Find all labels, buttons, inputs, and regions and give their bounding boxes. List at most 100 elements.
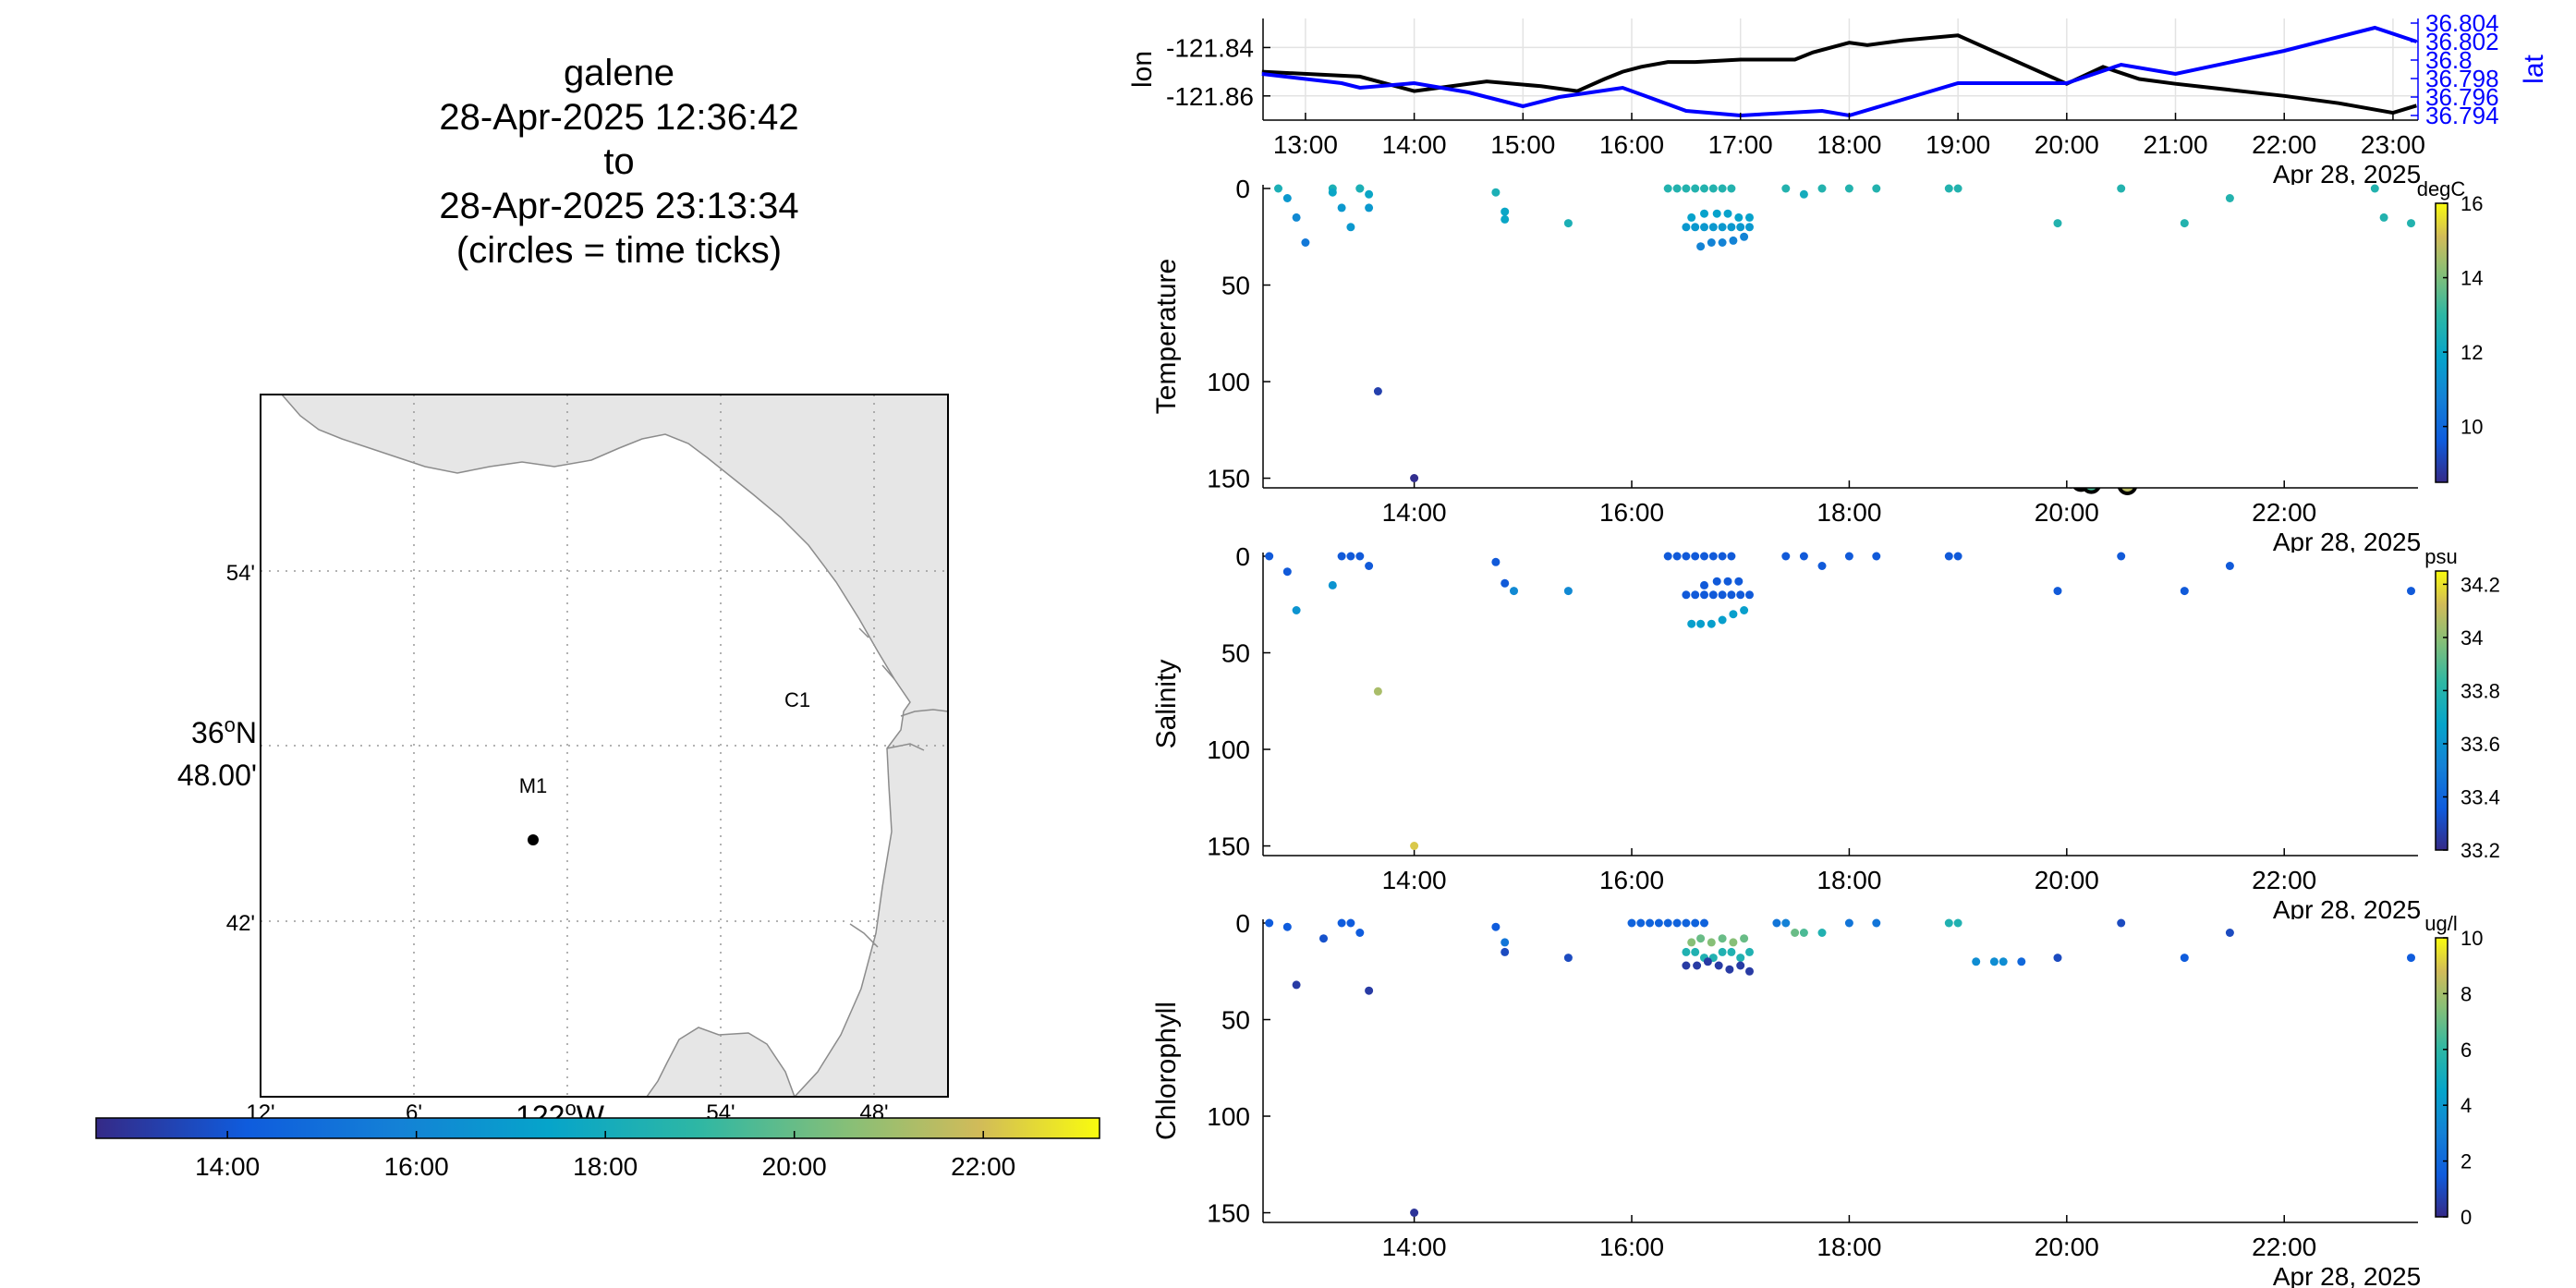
salinity-colorbar-tick-label-4: 34 [2461,626,2483,650]
chlorophyll-point-28 [1682,947,1691,956]
temperature-colorbar [2435,202,2448,483]
temperature-y-tick-label-1: 50 [1221,272,1250,300]
temperature-point-42 [1718,238,1727,247]
temperature-point-50 [1944,184,1953,193]
chlorophyll-point-37 [1693,961,1702,970]
temperature-point-43 [1729,236,1738,245]
temperature-point-20 [1682,184,1691,193]
temperature-point-52 [2053,219,2062,228]
salinity-point-34 [1687,619,1696,628]
temperature-point-31 [1727,223,1736,232]
salinity-colorbar-tick-label-2: 33.6 [2461,733,2500,756]
lonlat-x-tick-label-6: 19:00 [1926,130,1990,159]
lonlat-x-tick-label-10: 23:00 [2361,130,2425,159]
temperature-plot-area [1263,185,2418,488]
chlorophyll-point-42 [1745,966,1754,976]
chlorophyll-date-label: Apr 28, 2025 [2273,1262,2421,1288]
temperature-colorbar-tick-label-1: 12 [2461,341,2483,364]
salinity-colorbar [2435,570,2448,851]
salinity-point-36 [1707,619,1716,628]
salinity-point-49 [2180,587,2189,596]
temperature-point-36 [1712,209,1721,218]
temperature-point-7 [1346,223,1355,232]
chlorophyll-point-35 [1745,947,1754,956]
chlorophyll-colorbar-tick-label-1: 2 [2461,1150,2472,1173]
map-lat-label-42: 42' [226,911,255,936]
temperature-panel: 0 50 100 150 Temperature 14:00 16:00 18:00 20:00… [1151,175,2483,556]
temperature-ylabel: Temperature [1151,259,1182,414]
salinity-point-18 [1700,552,1708,561]
temperature-date-label: Apr 28, 2025 [2273,528,2421,556]
salinity-point-51 [2407,587,2415,596]
land-mass [280,394,949,1098]
salinity-point-43 [1844,552,1853,561]
lon-lat-panel: -121.84-121.8636.80436.80236.836.79836.7… [1127,9,2549,188]
lonlat-x-tick-label-4: 17:00 [1708,130,1773,159]
chlorophyll-point-10 [1501,938,1510,947]
salinity-point-40 [1781,552,1791,561]
temperature-point-17 [1563,219,1573,228]
salinity-point-44 [1872,552,1881,561]
salinity-x-tick-label-1: 16:00 [1599,866,1664,894]
chlorophyll-point-32 [1718,947,1727,956]
salinity-point-32 [1723,577,1732,586]
lonlat-ylabel-right: lat [2519,54,2549,83]
chlorophyll-point-8 [1410,1209,1419,1217]
temperature-point-22 [1700,184,1708,193]
chlorophyll-point-22 [1687,938,1696,947]
lonlat-x-tick-label-5: 18:00 [1817,130,1881,159]
salinity-point-9 [1410,842,1419,850]
temperature-x-tick-label-4: 22:00 [2252,498,2316,527]
salinity-point-27 [1727,590,1736,600]
time-colorbar-tick-label-2: 18:00 [573,1152,638,1181]
chlorophyll-point-47 [1817,929,1827,937]
lonlat-plot-area [1263,18,2418,120]
lonlat-x-tick-label-1: 14:00 [1382,130,1447,159]
salinity-date-label: Apr 28, 2025 [2273,895,2421,924]
lonlat-x-tick-label-0: 13:00 [1273,130,1338,159]
chlorophyll-point-36 [1682,961,1691,970]
temperature-point-2 [1292,213,1301,222]
salinity-point-6 [1355,552,1365,561]
chlorophyll-point-25 [1718,934,1727,943]
temperature-point-34 [1687,213,1696,222]
chlorophyll-point-2 [1292,980,1301,990]
temperature-point-41 [1707,238,1716,247]
salinity-point-41 [1799,552,1808,561]
salinity-point-23 [1691,590,1700,600]
lonlat-date-label: Apr 28, 2025 [2273,160,2421,188]
chlorophyll-colorbar-units: ug/l [2424,912,2457,935]
temperature-point-39 [1745,213,1754,222]
chlorophyll-colorbar [2435,937,2448,1218]
lonlat-y-tick-label-1: -121.86 [1166,82,1254,111]
salinity-point-17 [1691,552,1700,561]
lonlat-ylabel: lon [1127,51,1158,88]
temperature-x-tick-label-3: 20:00 [2035,498,2099,527]
title-line-5: (circles = time ticks) [456,230,782,271]
temperature-point-37 [1723,209,1732,218]
chlorophyll-x-tick-label-3: 20:00 [2035,1233,2099,1261]
salinity-point-35 [1696,619,1706,628]
salinity-point-0 [1265,552,1274,561]
salinity-ylabel: Salinity [1151,660,1182,749]
temperature-point-35 [1700,209,1708,218]
lonlat-x-tick-label-7: 20:00 [2035,130,2099,159]
chlorophyll-point-58 [2180,954,2189,963]
salinity-point-46 [1953,552,1962,561]
temperature-point-38 [1734,213,1744,222]
chlorophyll-x-tick-label-0: 14:00 [1382,1233,1447,1261]
temperature-point-49 [1872,184,1881,193]
temperature-point-47 [1817,184,1827,193]
salinity-point-26 [1718,590,1727,600]
salinity-point-22 [1682,590,1691,600]
temperature-point-3 [1301,238,1310,247]
chlorophyll-point-27 [1740,934,1749,943]
chlorophyll-point-19 [1682,918,1691,928]
map-lat-major-label: 36oN [191,713,257,749]
lonlat-series-lon [1261,33,2417,115]
title-line-2: 28-Apr-2025 12:36:42 [439,97,798,138]
temperature-point-11 [1365,203,1374,213]
chlorophyll-point-16 [1654,918,1663,928]
temperature-point-30 [1718,223,1727,232]
